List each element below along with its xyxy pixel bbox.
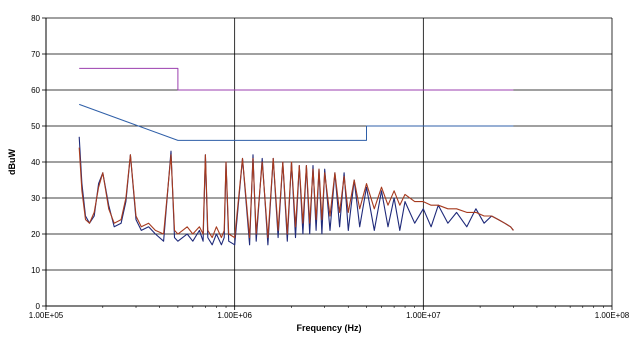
x-axis-title: Frequency (Hz) [296, 323, 361, 333]
y-tick-label: 50 [31, 122, 40, 131]
y-axis-ticks: 0 10 20 30 40 50 60 70 80 [31, 14, 40, 311]
axes [42, 17, 613, 310]
data-series [78, 67, 514, 246]
y-tick-label: 10 [31, 266, 40, 275]
y-tick-label: 30 [31, 194, 40, 203]
y-tick-label: 0 [36, 302, 41, 311]
y-tick-label: 40 [31, 158, 40, 167]
series-line-1 [79, 67, 514, 91]
series-line-4 [78, 147, 514, 239]
x-tick-label: 1.00E+06 [217, 311, 252, 320]
y-tick-label: 80 [31, 14, 40, 23]
y-tick-label: 60 [31, 86, 40, 95]
x-tick-label: 1.00E+05 [29, 311, 64, 320]
series-line-2 [79, 103, 514, 141]
y-tick-label: 70 [31, 50, 40, 59]
x-axis-ticks: 1.00E+05 1.00E+06 1.00E+07 1.00E+08 [29, 311, 630, 320]
series-line-3 [78, 136, 514, 246]
x-tick-label: 1.00E+07 [406, 311, 441, 320]
y-axis-title: dBuW [7, 149, 17, 175]
y-tick-label: 20 [31, 230, 40, 239]
x-tick-label: 1.00E+08 [595, 311, 630, 320]
